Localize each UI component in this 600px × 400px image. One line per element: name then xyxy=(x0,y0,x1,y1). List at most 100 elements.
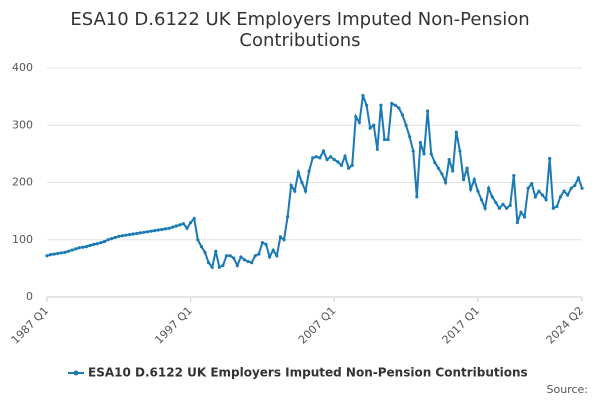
data-point xyxy=(99,241,103,245)
y-tick-label: 200 xyxy=(12,176,33,189)
y-tick-label: 400 xyxy=(12,61,33,74)
data-point xyxy=(544,198,548,202)
data-point xyxy=(436,166,440,170)
series-line xyxy=(46,95,583,270)
data-point xyxy=(45,254,49,258)
data-point xyxy=(127,232,132,237)
chart-title: ESA10 D.6122 UK Employers Imputed Non-Pe… xyxy=(70,9,529,30)
data-point xyxy=(296,170,300,174)
data-point xyxy=(311,156,315,160)
data-point xyxy=(372,123,376,127)
data-point xyxy=(555,204,559,209)
data-point xyxy=(260,241,265,245)
data-point xyxy=(415,195,419,199)
data-point xyxy=(566,193,570,197)
data-point xyxy=(515,220,519,225)
data-point xyxy=(533,195,537,199)
data-point xyxy=(576,176,581,180)
data-point xyxy=(339,163,344,167)
data-point xyxy=(303,189,308,193)
data-point xyxy=(580,186,584,190)
data-point xyxy=(92,242,96,246)
data-point xyxy=(253,254,257,258)
data-point xyxy=(329,155,333,159)
data-point xyxy=(314,155,318,159)
data-point xyxy=(318,156,322,160)
data-point xyxy=(268,255,272,259)
data-point xyxy=(120,234,125,238)
data-point xyxy=(361,93,365,98)
data-point xyxy=(224,254,229,258)
data-point xyxy=(375,147,379,151)
data-point xyxy=(113,235,117,240)
data-point xyxy=(343,154,347,158)
data-point xyxy=(497,206,502,210)
data-point xyxy=(117,234,121,238)
data-point xyxy=(397,106,401,110)
x-tick-label: 2007 Q1 xyxy=(296,304,339,347)
data-point xyxy=(271,248,275,252)
y-tick-label: 0 xyxy=(26,290,33,303)
data-point xyxy=(106,238,110,242)
data-point xyxy=(336,160,340,164)
data-point xyxy=(357,120,361,124)
chart-title: Contributions xyxy=(239,30,360,51)
data-point xyxy=(465,166,469,170)
data-point xyxy=(573,183,577,187)
data-point xyxy=(519,210,523,214)
data-point xyxy=(418,140,423,145)
data-point xyxy=(178,223,182,227)
source: Source: xyxy=(547,383,589,396)
data-point xyxy=(192,216,196,221)
data-point xyxy=(214,249,218,253)
data-point xyxy=(217,265,221,269)
data-point xyxy=(285,215,290,219)
x-tick-label: 1987 Q1 xyxy=(9,304,52,347)
data-point xyxy=(239,255,243,259)
data-point xyxy=(48,253,53,257)
data-point xyxy=(461,178,466,182)
data-point xyxy=(504,206,509,210)
legend-marker xyxy=(73,370,79,376)
data-point xyxy=(160,227,164,232)
data-point xyxy=(282,238,286,242)
data-point xyxy=(59,251,63,255)
data-point xyxy=(501,202,505,206)
data-point xyxy=(404,123,408,127)
data-point xyxy=(558,195,563,199)
data-point xyxy=(171,225,175,229)
data-point xyxy=(307,169,311,173)
data-point xyxy=(332,158,336,162)
data-point xyxy=(382,137,387,142)
data-point xyxy=(458,149,462,153)
data-point xyxy=(88,243,92,248)
data-point xyxy=(131,232,135,236)
data-point xyxy=(221,263,225,268)
data-point xyxy=(63,250,67,254)
data-point xyxy=(228,254,232,258)
x-tick-label: 1997 Q1 xyxy=(152,304,195,347)
data-point xyxy=(433,160,437,165)
legend-label: ESA10 D.6122 UK Employers Imputed Non-Pe… xyxy=(88,366,528,380)
data-point xyxy=(149,229,153,233)
data-point xyxy=(483,206,487,210)
data-point xyxy=(476,189,480,193)
data-point xyxy=(264,242,268,246)
y-tick-label: 100 xyxy=(12,233,33,246)
data-point xyxy=(321,149,326,153)
data-point xyxy=(142,230,146,234)
data-point xyxy=(235,263,239,268)
data-point xyxy=(174,224,178,228)
data-point xyxy=(206,261,211,265)
data-point xyxy=(242,258,247,262)
data-point xyxy=(479,198,484,202)
data-point xyxy=(203,250,207,254)
data-point xyxy=(77,246,81,250)
data-point xyxy=(454,130,458,134)
data-point xyxy=(400,113,405,117)
data-point xyxy=(469,187,473,191)
data-point xyxy=(379,103,383,107)
data-point xyxy=(526,186,530,190)
data-point xyxy=(74,247,78,251)
